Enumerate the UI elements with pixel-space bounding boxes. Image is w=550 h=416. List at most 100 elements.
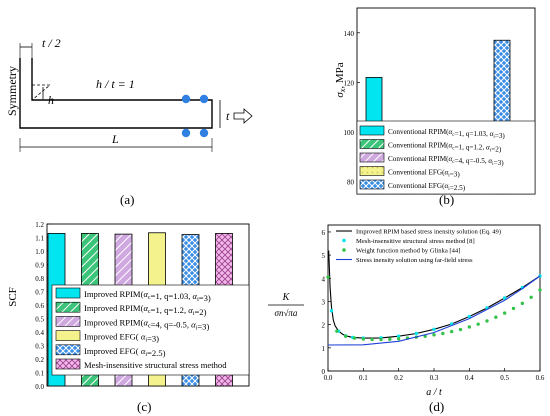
legend-swatch-c	[55, 287, 81, 299]
y-axis-label-b: σx, MPa	[334, 62, 347, 97]
data-point-d-1	[414, 331, 419, 336]
legend-swatch-c	[55, 344, 81, 356]
series-d	[326, 250, 542, 346]
legend-swatch-b	[359, 139, 385, 149]
axis-ticks-d: 0.0 0.1 0.2 0.3 0.4 0.5 0.6 0 1 2 3 4 5 6	[322, 229, 545, 382]
x-tick-label-d: 0.4	[465, 374, 474, 382]
support-node-icon	[181, 128, 191, 138]
y-tick-label-c: 0.7	[35, 289, 44, 297]
series-line-d-3	[327, 275, 541, 346]
legend-label-d: Improved RPIM based stress inensity solu…	[356, 229, 501, 236]
data-point-d-2	[511, 306, 516, 311]
legend-label-c: Improved EFG( αi=2.5)	[84, 346, 166, 358]
y-tick-label-c: 1.1	[35, 235, 44, 243]
y-tick-label-b: 120	[344, 79, 355, 87]
legend-swatch-b	[359, 179, 385, 190]
data-point-d-2	[520, 301, 525, 306]
legend-swatch-d	[342, 238, 346, 243]
legend-items-d: Improved RPIM based stress inensity solu…	[336, 229, 501, 264]
ratio-label: h / t = 1	[96, 77, 135, 91]
legend-label-c: Improved RPIM(αc=1, q=1.03, αi=3)	[84, 289, 211, 303]
data-point-d-2	[485, 319, 489, 323]
data-point-d-1	[396, 334, 401, 338]
y-tick-label-c: 0.4	[35, 329, 44, 337]
y-tick-label-d: 4	[322, 275, 326, 283]
data-point-d-2	[335, 329, 339, 333]
y-tick-label-c: 0.9	[35, 262, 44, 270]
x-tick-label-d: 0.6	[536, 374, 545, 382]
panel-label-c: (c)	[137, 399, 151, 414]
legend-label-c: Improved RPIM(αc=4, q=-0.5, αi=3)	[84, 317, 209, 331]
data-point-d-1	[432, 327, 436, 331]
data-point-d-2	[502, 311, 507, 315]
h-label: h	[48, 93, 54, 107]
legend-c	[51, 284, 250, 376]
legend-label-b: Conventional RPIM(αc=1, q=1.2, αi=2)	[388, 142, 502, 154]
data-point-d-1	[329, 309, 334, 313]
series-line-d-0	[328, 250, 541, 339]
panel-d-chart: 0.0 0.1 0.2 0.3 0.4 0.5 0.6 0 1 2 3 4 5 6 Improved RP…	[268, 224, 545, 398]
legend-label-c: Improved EFG( αi=3)	[84, 332, 159, 344]
half-thickness-label: t / 2	[42, 36, 61, 50]
y-tick-label-d: 5	[322, 252, 326, 260]
legend-label-b: Conventional RPIM(αc=4, q=-0.5, αi=3)	[388, 155, 504, 167]
data-point-d-2	[361, 337, 366, 341]
thickness-label: t	[226, 109, 230, 123]
y-ticks-c: 0.0 0.1 0.2 0.3 0.4 0.5 0.6 0.7 0.8 0.9 1.0 1.1 1.2	[35, 221, 50, 391]
legend-swatch-d	[342, 248, 346, 252]
y-axis-label-c: SCF	[7, 287, 19, 307]
legend-label-b: Conventional RPIM(αc=1, q=1.03, αi=3)	[388, 128, 505, 140]
y-tick-label-c: 1.0	[35, 248, 44, 256]
y-tick-label-c: 0.8	[35, 275, 44, 283]
panel-label-d: (d)	[429, 399, 444, 414]
legend-label-b: Conventional EFG(αi=3)	[388, 169, 460, 179]
data-point-d-2	[467, 325, 472, 329]
legend-items-b: Conventional RPIM(αc=1, q=1.03, αi=3) Con…	[359, 125, 505, 192]
data-point-d-2	[494, 315, 498, 319]
data-point-d-2	[326, 275, 330, 279]
data-point-d-2	[441, 331, 445, 336]
legend-label-b: Conventional EFG(αi=2.5)	[388, 182, 466, 192]
x-axis-label-d: a / t	[426, 387, 442, 398]
data-point-d-1	[467, 314, 472, 319]
plate-outline	[19, 58, 213, 129]
y-tick-label-c: 0.6	[35, 302, 44, 310]
legend-swatch-c	[55, 330, 81, 341]
panel-b-chart: 80 100 120 140 σx, MPa Conventional RPIM(αc…	[334, 7, 536, 195]
legend-label-d: Weight function method by Glinka [44]	[356, 248, 460, 255]
y-tick-label-c: 0.2	[35, 356, 44, 364]
support-node-icon	[181, 94, 191, 104]
x-tick-label-d: 0.1	[359, 374, 368, 382]
right-arrow-icon	[233, 108, 253, 124]
legend-swatch-c	[55, 316, 81, 327]
data-point-d-2	[379, 337, 383, 342]
legend-label-c: Improved RPIM(αc=1, q=1.2, αi=2)	[84, 303, 207, 317]
y-tick-label-d: 2	[322, 322, 326, 330]
y-tick-label-c: 0.5	[35, 316, 44, 324]
panel-c-chart: 0.00.10.20.30.40.50.60.70.80.91.01.11.2 …	[7, 221, 250, 391]
x-tick-label-d: 0.5	[500, 374, 509, 382]
length-label: L	[111, 132, 119, 146]
data-point-d-2	[476, 322, 480, 326]
x-tick-label-d: 0.2	[394, 374, 403, 382]
legend-swatch-c	[55, 358, 81, 370]
y-tick-label-c: 0.3	[35, 343, 44, 351]
data-point-d-2	[352, 336, 357, 340]
support-node-icon	[199, 94, 209, 104]
y-tick-label-d: 0	[322, 368, 326, 376]
panel-a-diagram: t / 2 h / t = 1 h Symmetry t L	[5, 36, 253, 152]
panel-label-a: (a)	[120, 192, 134, 207]
legend-swatch-b	[359, 125, 385, 136]
y-axis-label-d-numerator: K	[282, 292, 291, 303]
data-point-d-2	[458, 327, 463, 332]
panel-label-b: (b)	[439, 192, 454, 207]
y-tick-label-b: 140	[344, 30, 355, 38]
weld-leg-dashed	[31, 84, 52, 101]
legend-swatch-c	[55, 301, 81, 313]
data-point-d-2	[538, 288, 542, 292]
legend-items-c: Improved RPIM(αc=1, q=1.03, αi=3)Improve…	[55, 287, 227, 370]
legend-b	[356, 120, 536, 195]
y-tick-label-b: 80	[347, 179, 355, 187]
data-point-d-2	[432, 333, 436, 337]
